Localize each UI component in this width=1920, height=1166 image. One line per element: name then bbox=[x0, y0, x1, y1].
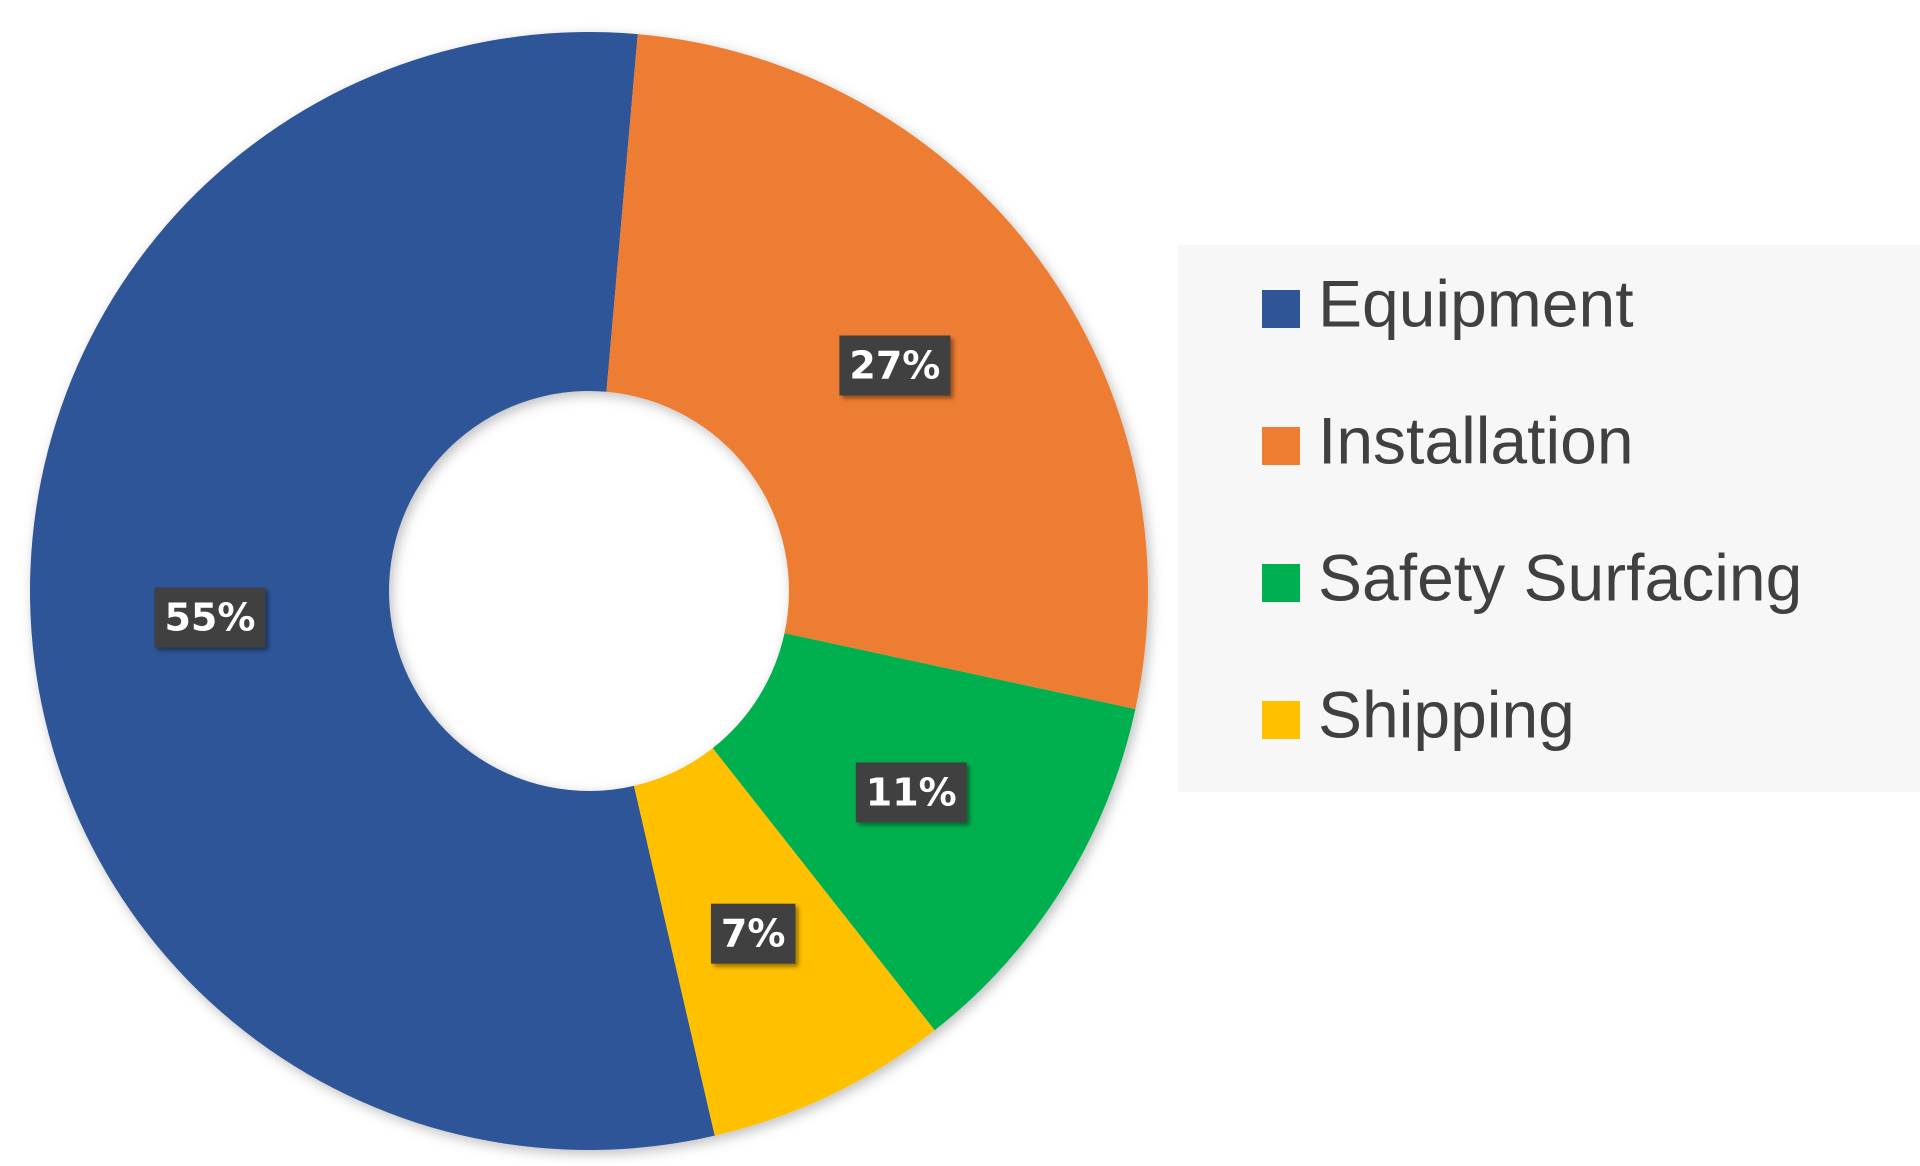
legend-swatch bbox=[1262, 290, 1300, 328]
value-label-box bbox=[710, 903, 796, 964]
legend-label: Equipment bbox=[1318, 266, 1634, 340]
labels: 55% 27% 11% 7% bbox=[154, 335, 967, 964]
value-label-box bbox=[855, 762, 967, 823]
value-label: 27% bbox=[849, 344, 940, 388]
legend-swatch bbox=[1262, 701, 1300, 739]
legend-label: Shipping bbox=[1318, 677, 1575, 751]
value-label: 11% bbox=[866, 770, 957, 814]
slice bbox=[29, 31, 715, 1150]
legend: Equipment Installation Safety Surfacing Shi… bbox=[1262, 266, 1802, 751]
legend-label: Installation bbox=[1318, 403, 1634, 477]
value-label-box bbox=[839, 335, 951, 396]
value-label: 55% bbox=[164, 596, 255, 640]
legend-label: Safety Surfacing bbox=[1318, 540, 1802, 614]
slice bbox=[712, 633, 1136, 1031]
slices bbox=[29, 31, 1148, 1150]
legend-box bbox=[1178, 245, 1920, 792]
value-label-box bbox=[154, 587, 266, 648]
value-label: 7% bbox=[721, 912, 786, 956]
legend-swatch bbox=[1262, 564, 1300, 602]
legend-swatch bbox=[1262, 427, 1300, 465]
